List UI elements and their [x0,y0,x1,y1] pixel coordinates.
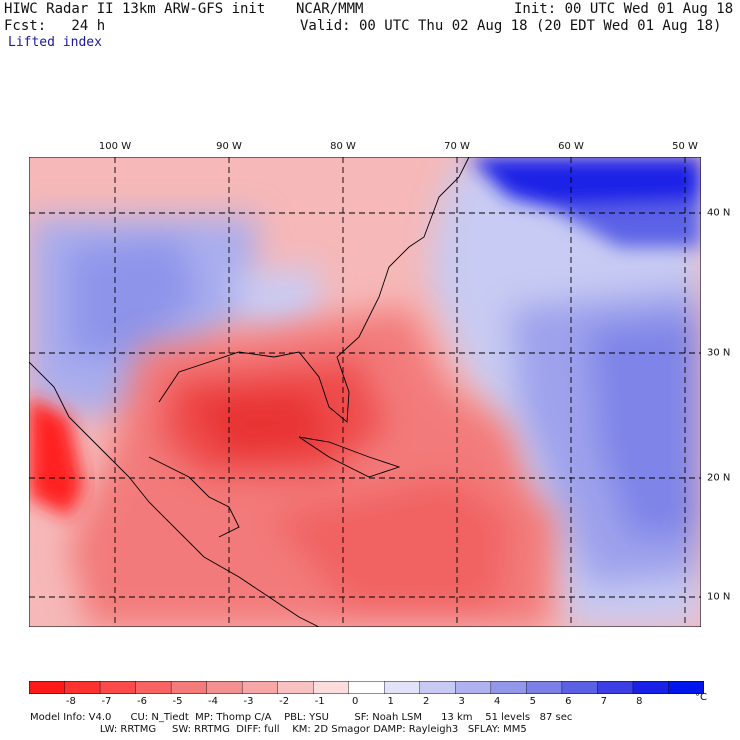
colorbar-swatch [277,681,314,694]
colorbar-swatch [668,681,704,694]
colorbar-tick-label: 8 [636,696,643,707]
lon-label-90w: 90 W [216,141,242,152]
graticule [29,157,701,627]
lon-label-60w: 60 W [558,141,584,152]
init-time: Init: 00 UTC Wed 01 Aug 18 [514,1,734,17]
warm-field-gulf [69,307,559,627]
field-name: Lifted index [8,35,102,50]
colorbar-tick-label: -8 [65,696,76,707]
colorbar-swatch [526,681,563,694]
colorbar-swatch [597,681,634,694]
colorbar-swatch [455,681,492,694]
lifted-index-map [29,157,701,627]
colorbar [29,681,704,694]
lon-label-80w: 80 W [330,141,356,152]
colorbar-swatch [313,681,350,694]
strong-warm-pacific [29,397,84,517]
colorbar-swatch [419,681,457,694]
lat-label-20n: 20 N [707,472,731,484]
colorbar-swatch [64,681,101,694]
colorbar-tick-label: 5 [529,696,536,707]
colorbar-swatch [29,681,66,694]
colorbar-swatch [632,681,670,694]
colorbar-tick-label: 6 [565,696,572,707]
colorbar-swatch [348,681,385,694]
colorbar-tick-label: -7 [101,696,112,707]
colorbar-tick-label: 3 [458,696,465,707]
lat-label-40n: 40 N [707,207,731,219]
lon-label-50w: 50 W [672,141,698,152]
agency-label: NCAR/MMM [296,1,364,17]
colorbar-tick-label: 0 [351,696,359,707]
colorbar-swatch [384,681,421,694]
colorbar-tick-label: -6 [136,696,147,707]
colorbar-swatch [490,681,528,694]
colorbar-tick-label: 4 [494,696,501,707]
colorbar-tick-label: -3 [243,696,254,707]
lon-label-70w: 70 W [444,141,470,152]
colorbar-tick-label: 2 [422,696,430,707]
colorbar-tick-label: 1 [387,696,394,707]
cool-field-plains [29,217,319,417]
colorbar-swatch [241,681,279,694]
colorbar-swatch [99,681,137,694]
product-title: HIWC Radar II 13km ARW-GFS init [4,1,266,17]
model-info-line-2: LW: RRTMG SW: RRTMG DIFF: full KM: 2D Sm… [30,724,527,735]
model-info-line-1: Model Info: V4.0 CU: N_Tiedt MP: Thomp C… [30,712,573,723]
colorbar-swatch [561,681,599,694]
colorbar-tick-label: -5 [172,696,183,707]
colorbar-unit: °C [695,692,707,703]
lon-label-100w: 100 W [98,141,132,152]
colorbar-swatch [135,681,172,694]
lat-label-30n: 30 N [707,347,731,359]
colorbar-swatch [206,681,243,694]
cool-field-east [429,157,701,627]
forecast-hour: Fcst: 24 h [4,18,106,34]
colorbar-tick-label: 7 [600,696,607,707]
lat-label-10n: 10 N [707,591,731,603]
valid-time: Valid: 00 UTC Thu 02 Aug 18 (20 EDT Wed … [300,18,722,34]
colorbar-tick-label: -1 [314,696,325,707]
colorbar-swatch [170,681,208,694]
colorbar-tick-label: -4 [208,696,219,707]
colorbar-tick-label: -2 [279,696,290,707]
